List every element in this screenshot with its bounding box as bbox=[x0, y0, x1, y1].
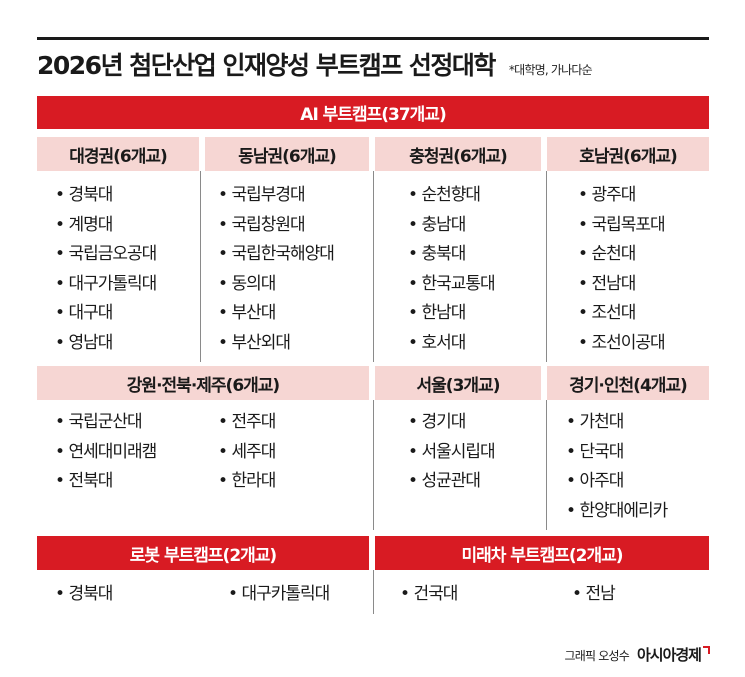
list-item: 아주대 bbox=[566, 467, 667, 497]
brand-logo: 아시아경제 bbox=[636, 646, 702, 664]
graphic-credit: 그래픽 오성수 bbox=[564, 649, 630, 663]
school-list-gangwon-a: 국립군산대 연세대미래캠 전북대 bbox=[55, 408, 157, 497]
school-list-robot-b: 대구카톨릭대 bbox=[228, 580, 330, 610]
list-item: 순천향대 bbox=[408, 181, 495, 211]
school-list-chungcheong: 순천향대 충남대 충북대 한국교통대 한남대 호서대 bbox=[408, 181, 495, 358]
list-item: 한남대 bbox=[408, 299, 495, 329]
divider bbox=[546, 171, 547, 362]
region-header-gangwon-jeonbuk-jeju: 강원·전북·제주(6개교) bbox=[37, 366, 369, 400]
list-item: 한라대 bbox=[218, 467, 276, 497]
list-item: 단국대 bbox=[566, 438, 667, 468]
school-list-car-a: 건국대 bbox=[400, 580, 458, 610]
list-item: 연세대미래캠 bbox=[55, 438, 157, 468]
school-list-car-b: 전남 bbox=[572, 580, 615, 610]
list-item: 국립금오공대 bbox=[55, 240, 157, 270]
header: 2026년 첨단산업 인재양성 부트캠프 선정대학 *대학명, 가나다순 bbox=[37, 46, 709, 86]
credit-line: 그래픽 오성수 아시아경제 bbox=[565, 644, 710, 665]
top-rule bbox=[37, 37, 709, 40]
list-item: 국립한국해양대 bbox=[218, 240, 334, 270]
list-item: 건국대 bbox=[400, 580, 458, 610]
region-header-gyeonggi-incheon: 경기·인천(4개교) bbox=[547, 366, 709, 400]
list-item: 한양대에리카 bbox=[566, 497, 668, 527]
list-item: 경북대 bbox=[55, 181, 156, 211]
list-item: 조선이공대 bbox=[578, 329, 665, 359]
school-list-robot-a: 경북대 bbox=[55, 580, 113, 610]
list-item: 대구카톨릭대 bbox=[228, 580, 330, 610]
list-item: 성균관대 bbox=[408, 467, 495, 497]
list-item: 가천대 bbox=[566, 408, 667, 438]
divider bbox=[373, 400, 374, 530]
region-header-daegyeong: 대경권(6개교) bbox=[37, 137, 199, 171]
school-list-honam: 광주대 국립목포대 순천대 전남대 조선대 조선이공대 bbox=[578, 181, 665, 358]
list-item: 광주대 bbox=[578, 181, 665, 211]
list-item: 영남대 bbox=[55, 329, 156, 359]
list-item: 계명대 bbox=[55, 211, 156, 241]
divider bbox=[200, 171, 201, 362]
ai-bootcamp-header: AI 부트캠프(37개교) bbox=[37, 96, 709, 129]
list-item: 동의대 bbox=[218, 270, 334, 300]
divider bbox=[546, 400, 547, 530]
list-item: 부산외대 bbox=[218, 329, 334, 359]
region-header-seoul: 서울(3개교) bbox=[375, 366, 541, 400]
school-list-daegyeong: 경북대 계명대 국립금오공대 대구가톨릭대 대구대 영남대 bbox=[55, 181, 157, 359]
list-item: 전남 bbox=[572, 580, 615, 610]
region-header-chungcheong: 충청권(6개교) bbox=[375, 137, 541, 171]
list-item: 국립창원대 bbox=[218, 211, 334, 241]
list-item: 전주대 bbox=[218, 408, 276, 438]
region-header-honam: 호남권(6개교) bbox=[547, 137, 709, 171]
list-item: 호서대 bbox=[408, 329, 495, 359]
divider bbox=[373, 171, 374, 362]
list-item: 국립목포대 bbox=[578, 211, 665, 241]
list-item: 대구대 bbox=[55, 299, 156, 329]
sort-note: *대학명, 가나다순 bbox=[508, 63, 593, 77]
school-list-gangwon-b: 전주대 세주대 한라대 bbox=[218, 408, 276, 497]
list-item: 조선대 bbox=[578, 299, 665, 329]
list-item: 순천대 bbox=[578, 240, 665, 270]
page-title: 2026년 첨단산업 인재양성 부트캠프 선정대학 bbox=[37, 51, 496, 80]
list-item: 경북대 bbox=[55, 580, 113, 610]
list-item: 한국교통대 bbox=[408, 270, 495, 300]
list-item: 대구가톨릭대 bbox=[55, 270, 157, 300]
region-header-dongnam: 동남권(6개교) bbox=[205, 137, 369, 171]
list-item: 충북대 bbox=[408, 240, 495, 270]
list-item: 세주대 bbox=[218, 438, 276, 468]
list-item: 부산대 bbox=[218, 299, 334, 329]
list-item: 전남대 bbox=[578, 270, 665, 300]
list-item: 전북대 bbox=[55, 467, 156, 497]
school-list-dongnam: 국립부경대 국립창원대 국립한국해양대 동의대 부산대 부산외대 bbox=[218, 181, 334, 358]
list-item: 충남대 bbox=[408, 211, 495, 241]
list-item: 경기대 bbox=[408, 408, 495, 438]
brand-mark-icon bbox=[703, 646, 710, 654]
list-item: 국립부경대 bbox=[218, 181, 334, 211]
future-car-bootcamp-header: 미래차 부트캠프(2개교) bbox=[375, 536, 709, 570]
school-list-seoul: 경기대 서울시립대 성균관대 bbox=[408, 408, 495, 497]
robot-bootcamp-header: 로봇 부트캠프(2개교) bbox=[37, 536, 369, 570]
divider bbox=[373, 570, 374, 614]
list-item: 서울시립대 bbox=[408, 438, 495, 468]
school-list-gyeonggi-incheon: 가천대 단국대 아주대 한양대에리카 bbox=[566, 408, 668, 527]
list-item: 국립군산대 bbox=[55, 408, 156, 438]
